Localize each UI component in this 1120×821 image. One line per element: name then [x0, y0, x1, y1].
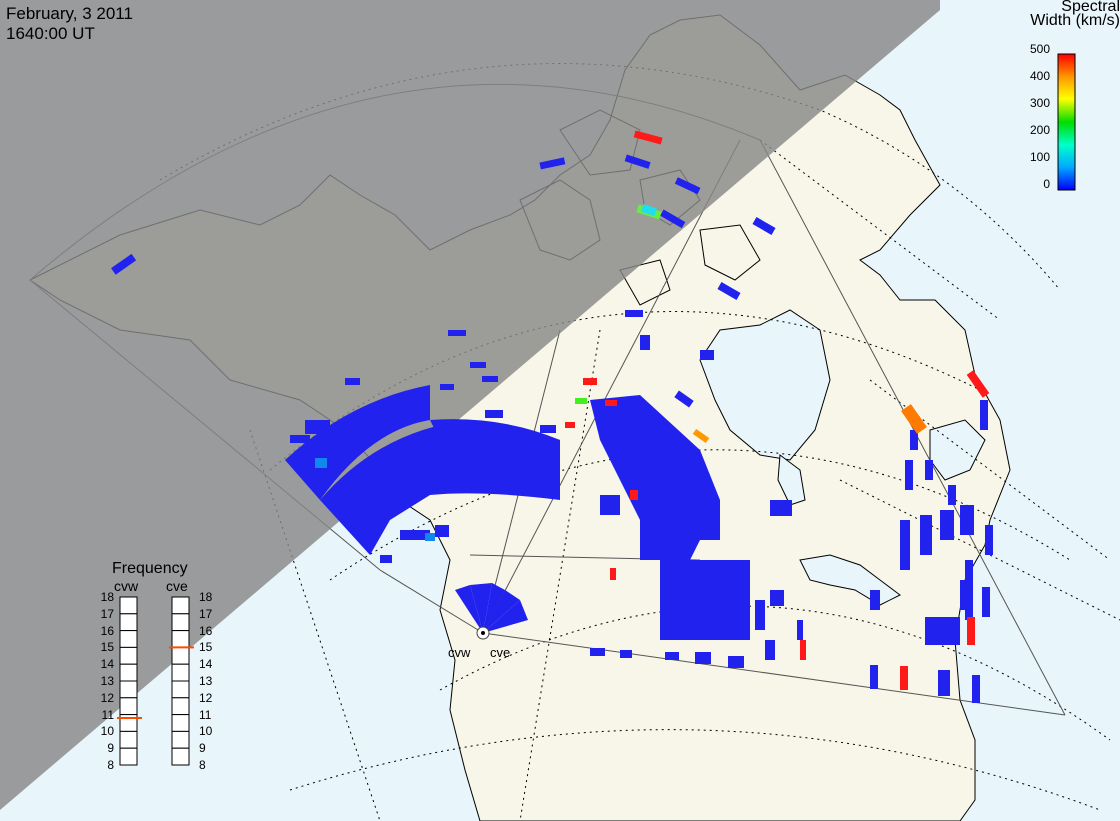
frequency-cell [171, 697, 190, 716]
frequency-panel-grid [117, 596, 194, 766]
radar-label-cve: cve [490, 645, 511, 660]
frequency-scale-label-left: 15 [100, 640, 114, 655]
date-label: February, 3 2011 [6, 4, 133, 23]
frequency-scale-label-left: 10 [100, 724, 114, 739]
frequency-cell [171, 747, 190, 766]
frequency-scale-label-left: 17 [100, 606, 114, 621]
frequency-cell [171, 646, 190, 665]
frequency-scale-label-right: 9 [199, 741, 206, 756]
frequency-scale-label-right: 11 [199, 707, 212, 722]
frequency-scale-label-right: 14 [199, 657, 213, 672]
frequency-cell [119, 747, 138, 766]
frequency-scale-label-right: 17 [199, 606, 213, 621]
frequency-scale-label-right: 12 [199, 690, 213, 705]
frequency-scale-label-right: 18 [199, 590, 213, 604]
night-side-shading [0, 0, 940, 810]
frequency-cell [171, 680, 190, 699]
frequency-cell [119, 680, 138, 699]
colorbar-tick-label: 300 [1029, 96, 1050, 110]
frequency-cell [119, 596, 138, 615]
radar-site-dot [481, 631, 485, 635]
frequency-cell [119, 663, 138, 682]
frequency-scale-label-right: 13 [199, 674, 213, 688]
frequency-cell [171, 630, 190, 648]
james-bay [777, 454, 806, 506]
frequency-cell [119, 697, 138, 716]
hudson-bay [699, 309, 831, 461]
frequency-cell [119, 730, 138, 749]
colorbar-tick-label: 400 [1029, 69, 1050, 83]
radar-sites [476, 626, 490, 640]
frequency-cell [119, 630, 138, 648]
frequency-scale-label-left: 9 [107, 741, 114, 756]
colorbar-tick-label: 200 [1029, 123, 1050, 137]
frequency-scale-label-right: 16 [199, 623, 213, 638]
colorbar-gradient [1057, 53, 1076, 191]
colorbar-tick-label: 100 [1029, 150, 1050, 164]
colorbar-tick-label: 500 [1029, 42, 1050, 56]
frequency-scale-label-left: 14 [100, 657, 114, 672]
frequency-cell [171, 730, 190, 749]
frequency-cell [171, 596, 190, 615]
time-label: 1640:00 UT [6, 24, 95, 43]
frequency-scale-label-left: 11 [101, 707, 114, 722]
frequency-scale-label-right: 10 [199, 724, 213, 739]
high-width-cells [315, 130, 990, 690]
frequency-scale-label-right: 15 [199, 640, 213, 655]
frequency-cell [171, 663, 190, 682]
frequency-scale-label-left: 13 [100, 674, 114, 688]
radar-label-cvw: cvw [448, 645, 471, 660]
frequency-scale-label-left: 18 [100, 590, 114, 604]
frequency-scale-label-right: 8 [199, 758, 206, 772]
colorbar-title-line1: Spectral [1061, 0, 1120, 15]
frequency-column-cvw: cvw [114, 578, 139, 594]
frequency-panel-title: Frequency [112, 560, 188, 577]
frequency-scale-label-left: 12 [100, 690, 114, 705]
colorbar-title-line2: Width (km/s) [1030, 12, 1120, 29]
frequency-scale-label-left: 16 [100, 623, 114, 638]
frequency-cell [171, 714, 190, 732]
frequency-column-cve: cve [166, 578, 188, 594]
backscatter-cells [111, 154, 993, 703]
colorbar-title: Spectral Width (km/s) [1018, 0, 1120, 29]
frequency-cell [119, 646, 138, 665]
colorbar-tick-label: 0 [1043, 177, 1050, 191]
frequency-cell [171, 613, 190, 632]
frequency-scale-label-left: 8 [107, 758, 114, 772]
frequency-cell [119, 613, 138, 632]
